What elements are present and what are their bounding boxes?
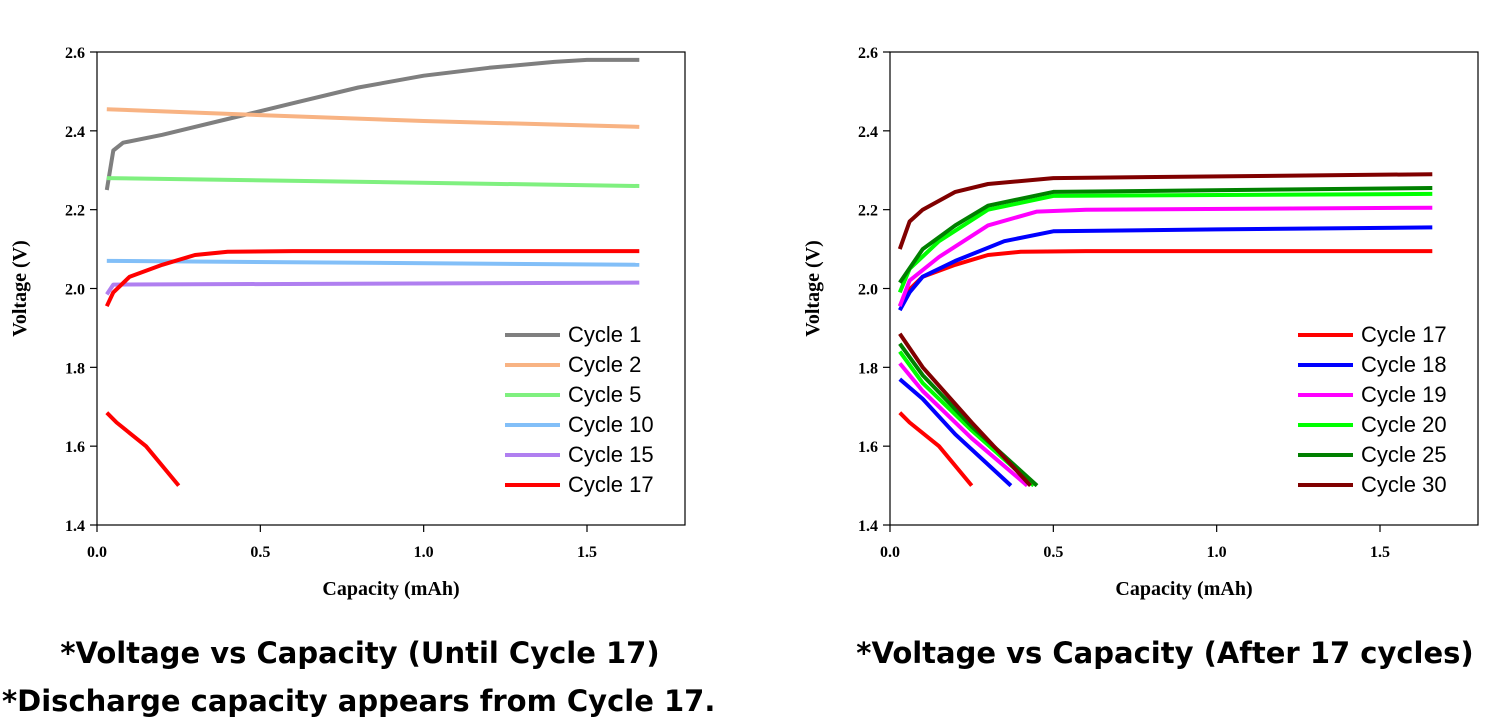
legend-label: Cycle 10 xyxy=(568,412,654,437)
y-tick-label: 2.2 xyxy=(858,203,878,220)
y-tick-label: 2.0 xyxy=(65,282,85,299)
x-tick-label: 0.5 xyxy=(250,544,270,561)
series-line xyxy=(106,107,640,129)
y-tick-label: 1.8 xyxy=(858,360,878,377)
legend-label: Cycle 17 xyxy=(568,472,654,497)
y-tick-label: 1.8 xyxy=(65,360,85,377)
legend-label: Cycle 18 xyxy=(1361,352,1447,377)
legend-label: Cycle 5 xyxy=(568,382,641,407)
x-tick-label: 1.0 xyxy=(414,544,434,561)
series-line xyxy=(104,249,640,487)
legend-label: Cycle 25 xyxy=(1361,442,1447,467)
y-tick-label: 1.6 xyxy=(65,439,85,456)
series-line xyxy=(106,176,640,188)
series-line xyxy=(898,225,1433,488)
y-tick-label: 1.6 xyxy=(858,439,878,456)
series-line xyxy=(106,258,640,267)
legend-label: Cycle 20 xyxy=(1361,412,1447,437)
series-line xyxy=(897,249,1433,487)
y-tick-label: 2.4 xyxy=(65,124,85,141)
y-tick-label: 2.6 xyxy=(65,45,85,62)
x-tick-label: 0.5 xyxy=(1043,544,1063,561)
series-line xyxy=(897,191,1433,488)
x-tick-label: 0.0 xyxy=(880,544,900,561)
x-tick-label: 1.0 xyxy=(1207,544,1227,561)
x-axis-title: Capacity (mAh) xyxy=(1115,578,1252,600)
legend-label: Cycle 1 xyxy=(568,322,641,347)
y-axis-title: Voltage (V) xyxy=(9,240,31,336)
y-tick-label: 2.2 xyxy=(65,203,85,220)
legend-label: Cycle 15 xyxy=(568,442,654,467)
x-axis-title: Capacity (mAh) xyxy=(322,578,459,600)
caption: *Voltage vs Capacity (After 17 cycles) xyxy=(856,636,1473,670)
note: *Discharge capacity appears from Cycle 1… xyxy=(2,684,715,718)
legend-label: Cycle 2 xyxy=(568,352,641,377)
y-tick-label: 1.4 xyxy=(65,518,85,535)
x-tick-label: 0.0 xyxy=(87,544,107,561)
legend-label: Cycle 30 xyxy=(1361,472,1447,497)
caption: *Voltage vs Capacity (Until Cycle 17) xyxy=(60,636,659,670)
x-tick-label: 1.5 xyxy=(577,544,597,561)
y-axis-title: Voltage (V) xyxy=(802,240,824,336)
y-tick-label: 2.6 xyxy=(858,45,878,62)
series-line xyxy=(105,280,640,296)
series-line xyxy=(897,205,1433,488)
legend-label: Cycle 19 xyxy=(1361,382,1447,407)
y-tick-label: 2.4 xyxy=(858,124,878,141)
series-line xyxy=(104,57,640,191)
legend-label: Cycle 17 xyxy=(1361,322,1447,347)
series-line xyxy=(897,172,1433,487)
y-tick-label: 2.0 xyxy=(858,282,878,299)
y-tick-label: 1.4 xyxy=(858,518,878,535)
x-tick-label: 1.5 xyxy=(1370,544,1390,561)
